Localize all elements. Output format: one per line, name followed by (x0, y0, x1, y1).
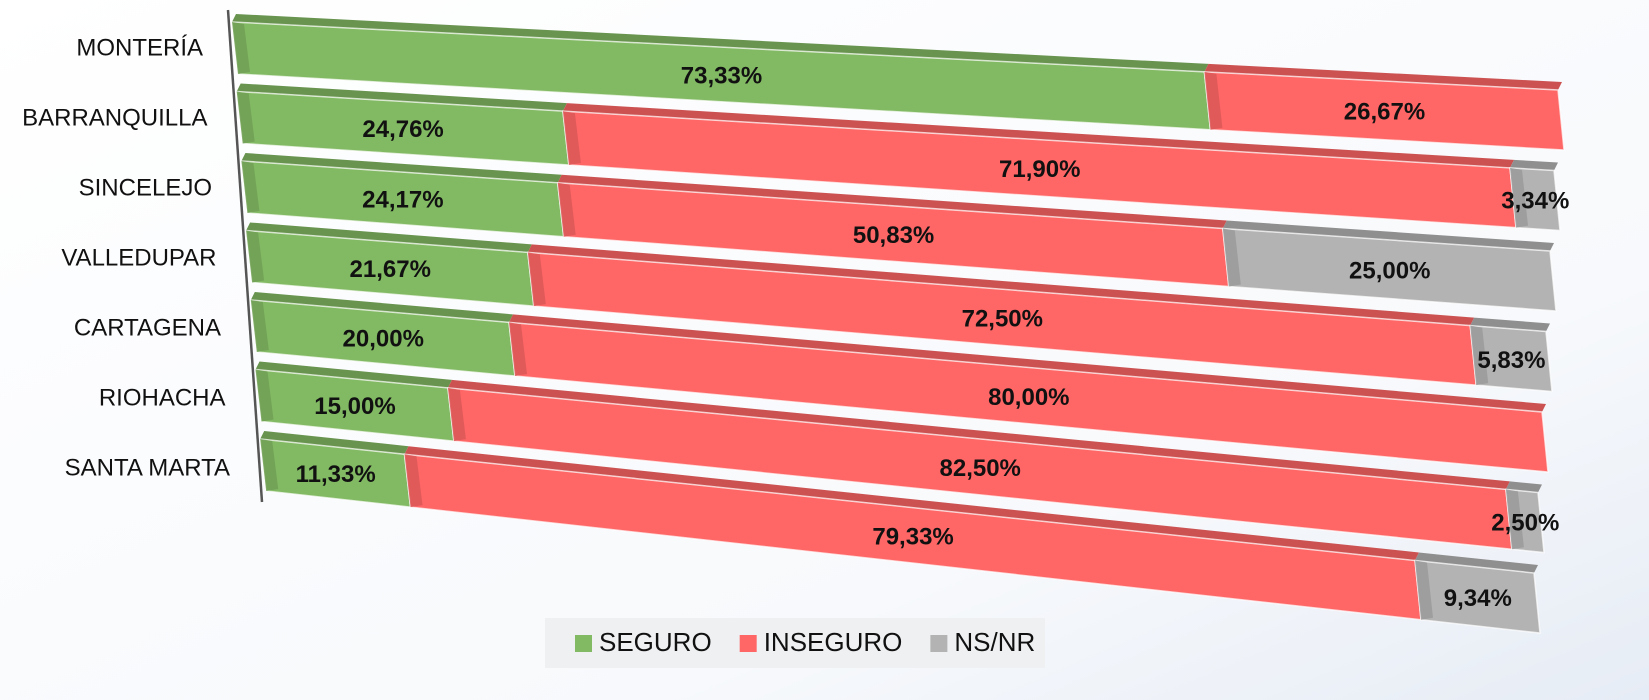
value-label: 5,83% (1477, 347, 1545, 374)
value-label: 15,00% (314, 393, 395, 420)
value-label: 9,34% (1444, 585, 1512, 612)
bar-segment (1414, 552, 1541, 634)
category-label: CARTAGENA (74, 314, 221, 341)
bar-side (1505, 489, 1524, 550)
bar-side (236, 91, 255, 144)
bar-side (241, 161, 260, 213)
category-label: SINCELEJO (79, 174, 212, 201)
bar-segment (1221, 220, 1557, 312)
value-label: 25,00% (1349, 258, 1430, 285)
bar-top (1415, 552, 1538, 573)
value-label: 24,76% (362, 116, 443, 143)
bar-side (509, 322, 527, 376)
legend-swatch (930, 635, 948, 652)
bar-segment (245, 222, 535, 307)
legend-label: SEGURO (599, 627, 712, 657)
bar-segment (235, 83, 570, 166)
value-label: 50,83% (853, 222, 934, 249)
value-label: 3,34% (1501, 187, 1569, 214)
bar-side (562, 111, 581, 165)
bar-top (1204, 63, 1562, 90)
bar-side (1415, 560, 1433, 620)
category-label: VALLEDUPAR (61, 244, 216, 271)
bar-top (236, 83, 567, 112)
bar-top (260, 431, 409, 455)
bar-side (527, 252, 546, 307)
category-label: RIOHACHA (99, 384, 226, 411)
value-label: 73,33% (681, 62, 762, 89)
value-label: 20,00% (343, 326, 424, 353)
category-label: MONTERÍA (76, 34, 203, 61)
legend-label: INSEGURO (764, 627, 903, 657)
bar-segment (1203, 63, 1565, 151)
bar-top (509, 314, 1546, 412)
bar-side (404, 454, 423, 508)
bar-side (447, 387, 466, 442)
bar-side (1470, 325, 1489, 386)
bar-side (250, 300, 269, 352)
bar-top (255, 361, 452, 388)
category-label: SANTA MARTA (65, 454, 230, 481)
axis-line (226, 9, 264, 503)
bar-top (246, 222, 532, 253)
bar-side (255, 369, 274, 422)
bar-side (260, 439, 279, 491)
bar-segment (240, 153, 565, 238)
bar-top (557, 174, 1227, 229)
bar-segment (231, 14, 1212, 131)
bar-side (557, 182, 576, 237)
bar-top (1510, 159, 1558, 171)
bar-segment (1509, 159, 1561, 232)
bar-top (527, 244, 1475, 326)
bar-top (241, 153, 562, 183)
bar-top (250, 292, 514, 323)
bar-top (1222, 220, 1554, 251)
value-label: 79,33% (872, 524, 953, 551)
bar-side (246, 230, 265, 283)
bar-top (404, 446, 1419, 561)
legend-box (545, 618, 1045, 668)
value-label: 82,50% (940, 455, 1021, 482)
bar-segment (508, 314, 1549, 473)
value-label: 72,50% (962, 305, 1043, 332)
bar-side (1204, 71, 1223, 130)
bar-side (1222, 228, 1241, 287)
bar-top (1470, 317, 1550, 332)
bar-segment (249, 292, 516, 377)
legend-swatch (739, 635, 757, 652)
value-label: 26,67% (1344, 99, 1425, 126)
value-label: 21,67% (350, 256, 431, 283)
legend-label: NS/NR (954, 627, 1035, 657)
bar-segment (254, 361, 455, 442)
bar-side (232, 22, 250, 74)
bar-top (447, 379, 1510, 490)
value-label: 11,33% (296, 461, 376, 488)
bar-segment (259, 431, 412, 508)
value-label: 2,50% (1491, 509, 1559, 536)
bar-segment (447, 379, 1513, 551)
category-label: BARRANQUILLA (22, 104, 207, 131)
bar-side (1510, 167, 1528, 228)
bar-segment (1469, 317, 1553, 393)
legend-swatch (575, 635, 592, 652)
value-label: 80,00% (988, 384, 1069, 411)
bar-top (232, 14, 1209, 72)
value-label: 71,90% (999, 156, 1080, 183)
bar-front (1203, 71, 1565, 151)
bar-segment (1505, 481, 1545, 554)
value-label: 24,17% (362, 186, 443, 213)
bar-top (562, 103, 1514, 168)
bar-segment (556, 174, 1230, 288)
